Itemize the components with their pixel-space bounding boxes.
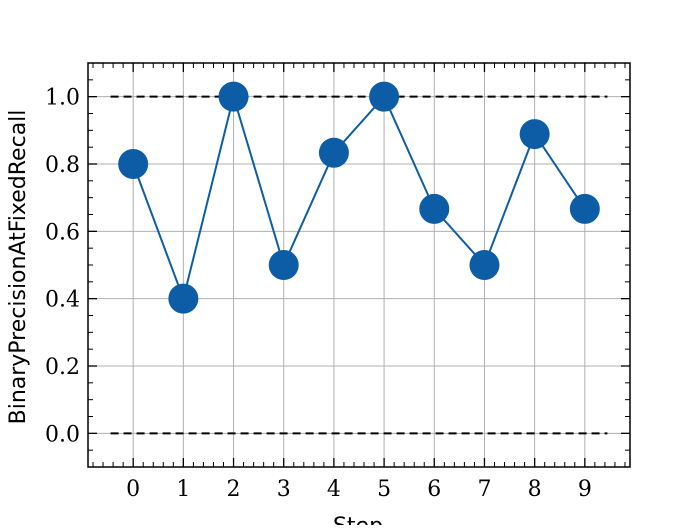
data-point bbox=[168, 283, 199, 314]
data-point bbox=[469, 250, 500, 280]
x-tick-label: 2 bbox=[227, 477, 241, 502]
x-tick-label: 6 bbox=[427, 477, 441, 502]
x-tick-label: 0 bbox=[126, 477, 140, 502]
y-tick-label: 1.0 bbox=[45, 86, 80, 111]
data-point bbox=[369, 81, 400, 112]
y-tick-label: 0.0 bbox=[45, 422, 80, 447]
axis-ticks bbox=[88, 62, 630, 468]
data-point bbox=[218, 81, 249, 112]
x-axis-title: Step bbox=[333, 514, 383, 525]
x-tick-label: 4 bbox=[327, 477, 341, 502]
reference-lines bbox=[110, 95, 608, 435]
x-tick-label: 9 bbox=[578, 477, 592, 502]
x-tick-label: 8 bbox=[528, 477, 542, 502]
y-tick-label: 0.8 bbox=[45, 153, 80, 178]
x-tick-label: 1 bbox=[176, 477, 190, 502]
data-point bbox=[419, 193, 450, 224]
y-tick-label: 0.2 bbox=[45, 355, 80, 380]
y-tick-label: 0.6 bbox=[45, 220, 80, 245]
tick-labels: 0 1 2 3 4 5 6 7 8 9 0.0 0.2 0.4 0.6 0.8 1.0 bbox=[45, 86, 592, 502]
series-line bbox=[132, 92, 586, 303]
x-tick-label: 5 bbox=[377, 477, 391, 502]
data-point bbox=[318, 137, 349, 168]
data-point bbox=[569, 193, 600, 224]
x-tick-label: 7 bbox=[477, 477, 491, 502]
y-tick-label: 0.4 bbox=[45, 288, 80, 313]
data-point bbox=[118, 149, 149, 179]
data-point bbox=[268, 250, 299, 280]
data-series bbox=[118, 81, 600, 314]
y-axis-title: BinaryPrecisionAtFixedRecall bbox=[6, 110, 31, 425]
x-tick-label: 3 bbox=[277, 477, 291, 502]
data-point bbox=[519, 119, 550, 150]
